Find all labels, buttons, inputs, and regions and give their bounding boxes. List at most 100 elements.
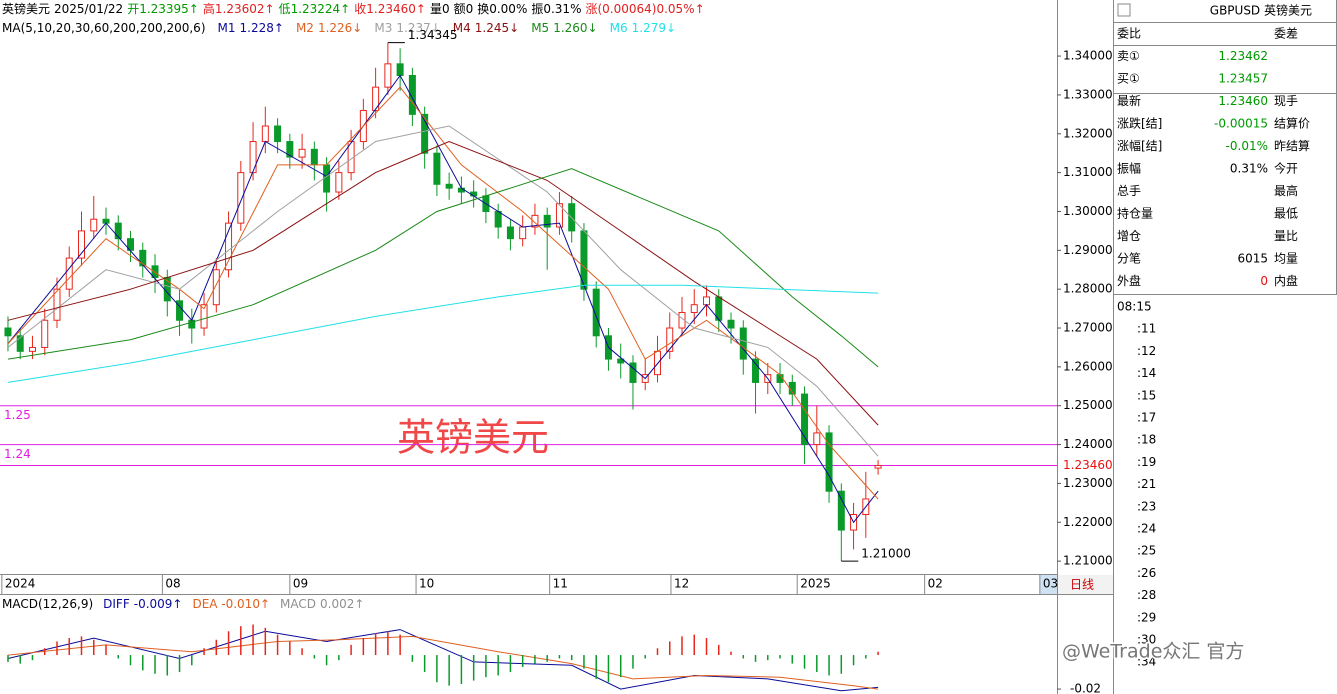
y-tick-label: -0.02 bbox=[1070, 682, 1101, 694]
time-item: :28 bbox=[1137, 588, 1156, 602]
legend-value: 1.279↓ bbox=[632, 21, 676, 35]
legend-value: 1.226↓ bbox=[318, 21, 362, 35]
candle-body bbox=[310, 148, 318, 166]
candle-body bbox=[470, 191, 478, 197]
candle-body bbox=[801, 393, 809, 446]
time-item: :15 bbox=[1137, 388, 1156, 402]
header-item: 开1.23395↑ bbox=[127, 2, 199, 16]
x-tick-label: 2025 bbox=[800, 577, 831, 591]
header-item: 涨(0.00064)0.05%↑ bbox=[585, 1, 704, 16]
quote-label: 委比 bbox=[1117, 27, 1141, 41]
candle-body bbox=[225, 222, 233, 271]
ma-line bbox=[7, 86, 879, 500]
header-item: 英镑美元 bbox=[2, 1, 50, 16]
x-tick-label: 12 bbox=[674, 577, 689, 591]
candle-body bbox=[396, 63, 404, 76]
quote-label: 涨跌[结] bbox=[1117, 116, 1162, 131]
candle-body bbox=[261, 125, 269, 143]
candle-body bbox=[506, 226, 514, 240]
quote-label: 昨结算 bbox=[1274, 138, 1310, 153]
quote-label: 卖① bbox=[1117, 49, 1140, 63]
x-tick-label: 08 bbox=[165, 577, 180, 591]
x-tick-label: 09 bbox=[293, 577, 308, 591]
candle-body bbox=[874, 465, 882, 469]
quote-label: 分笔 bbox=[1117, 251, 1141, 266]
quote-label: 结算价 bbox=[1274, 116, 1310, 131]
candle-body bbox=[666, 327, 674, 352]
candle-body bbox=[298, 148, 306, 158]
y-tick-label: 1.28000 bbox=[1063, 282, 1113, 296]
y-tick-label: 1.30000 bbox=[1063, 204, 1113, 218]
legend-name: M5 bbox=[531, 21, 549, 35]
y-tick-label: 1.33000 bbox=[1063, 87, 1113, 101]
candle-body bbox=[543, 214, 551, 228]
candle-body bbox=[727, 319, 735, 329]
y-tick-label: 1.25000 bbox=[1063, 398, 1113, 412]
candle-body bbox=[813, 432, 821, 446]
quote-value: 1.23462 bbox=[1218, 49, 1268, 63]
legend-value: -0.010↑ bbox=[221, 597, 270, 611]
candle-body bbox=[825, 432, 833, 492]
quote-value: 1.23460 bbox=[1218, 94, 1268, 108]
candle-body bbox=[41, 319, 49, 348]
candle-body bbox=[151, 265, 159, 279]
quote-label: 振幅 bbox=[1117, 161, 1141, 176]
time-item: :11 bbox=[1137, 322, 1156, 336]
legend-name: M1 bbox=[218, 21, 236, 35]
legend-name: M2 bbox=[296, 21, 314, 35]
quote-label: 现手 bbox=[1274, 94, 1298, 108]
quote-header bbox=[1114, 0, 1337, 22]
level-label: 1.24 bbox=[4, 447, 31, 461]
annotation-label: 1.34345 bbox=[408, 28, 458, 42]
candle-body bbox=[752, 358, 760, 383]
plot: 英镑美元 2025/01/22 开1.23395↑ 高1.23602↑ 低1.23224… bbox=[0, 1, 1310, 694]
candle-body bbox=[555, 203, 563, 228]
candle-body bbox=[200, 304, 208, 329]
quote-value: 1.23457 bbox=[1218, 72, 1268, 86]
time-item: :29 bbox=[1137, 610, 1156, 624]
macd-title: MACD(12,26,9) bbox=[2, 597, 93, 611]
candle-body bbox=[335, 172, 343, 193]
y-tick-label: 1.31000 bbox=[1063, 165, 1113, 179]
x-tick-label: 10 bbox=[419, 577, 434, 591]
candle-body bbox=[592, 288, 600, 337]
y-tick-label: 1.29000 bbox=[1063, 243, 1113, 257]
candle-body bbox=[90, 218, 98, 232]
candle-body bbox=[274, 125, 282, 143]
legend-name: M6 bbox=[610, 21, 628, 35]
y-tick-label: 1.27000 bbox=[1063, 321, 1113, 335]
quote-label: 均量 bbox=[1274, 252, 1298, 266]
y-tick-label: 1.21000 bbox=[1063, 554, 1113, 568]
x-tick-label: 02 bbox=[928, 577, 943, 591]
legend-name: M4 bbox=[453, 21, 471, 35]
quote-label: 外盘 bbox=[1117, 273, 1141, 288]
legend-value: 1.245↓ bbox=[475, 21, 519, 35]
legend-name: DEA bbox=[192, 597, 218, 611]
candle-body bbox=[445, 183, 453, 189]
time-item: :21 bbox=[1137, 477, 1156, 491]
quote-label: 内盘 bbox=[1274, 273, 1298, 288]
time-item: :12 bbox=[1137, 344, 1156, 358]
candle-body bbox=[28, 346, 36, 352]
y-tick-label: 1.24000 bbox=[1063, 437, 1113, 451]
ma-line bbox=[7, 125, 879, 457]
candle-body bbox=[53, 288, 61, 321]
candle-body bbox=[286, 141, 294, 158]
candle-body bbox=[629, 362, 637, 383]
quote-icon bbox=[1117, 3, 1131, 17]
candle-body bbox=[519, 226, 527, 240]
quote-label: 涨幅[结] bbox=[1117, 138, 1162, 153]
candle-body bbox=[494, 210, 502, 228]
ma-legend: MA(5,10,20,30,60,200,200,200,6) M1 1.228↑ M… bbox=[2, 21, 676, 35]
candle-body bbox=[114, 222, 122, 240]
time-item: :23 bbox=[1137, 499, 1156, 513]
candle-body bbox=[16, 335, 24, 352]
y-tick-label: 1.32000 bbox=[1063, 126, 1113, 140]
candle-body bbox=[739, 327, 747, 360]
watermark: @WeTrade众汇 官方 bbox=[1062, 641, 1244, 663]
candle-body bbox=[837, 490, 845, 531]
ma-label: MA(5,10,20,30,60,200,200,200,6) bbox=[2, 21, 206, 35]
period-label: 日线 bbox=[1070, 578, 1094, 592]
